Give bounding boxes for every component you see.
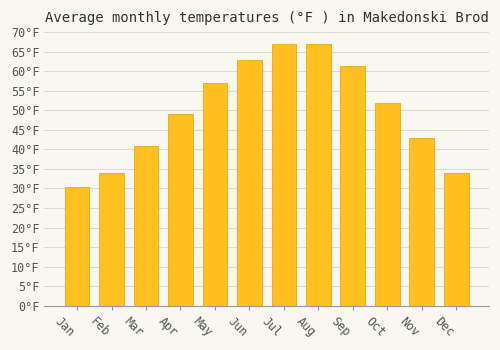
Bar <box>272 44 296 306</box>
Bar <box>99 173 124 306</box>
Bar <box>237 60 262 306</box>
Bar <box>306 44 331 306</box>
Title: Average monthly temperatures (°F ) in Makedonski Brod: Average monthly temperatures (°F ) in Ma… <box>44 11 488 25</box>
Bar <box>444 173 468 306</box>
Bar <box>168 114 193 306</box>
Bar <box>410 138 434 306</box>
Bar <box>134 146 158 306</box>
Bar <box>340 65 365 306</box>
Bar <box>64 187 90 306</box>
Bar <box>202 83 228 306</box>
Bar <box>375 103 400 306</box>
